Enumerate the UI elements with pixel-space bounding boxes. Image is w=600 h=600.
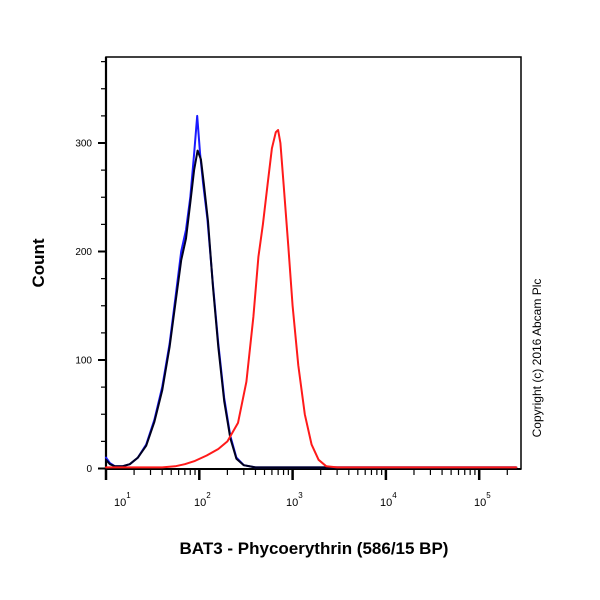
- series-bat3-red: [105, 129, 518, 469]
- y-tick-label: 200: [75, 247, 92, 258]
- series-isotype-blue: [105, 114, 518, 469]
- y-axis-title: Count: [29, 238, 48, 287]
- x-tick-label: 104: [380, 491, 397, 509]
- histogram-series: [105, 114, 518, 469]
- y-tick-label: 0: [86, 464, 92, 475]
- x-tick-label: 101: [114, 491, 131, 509]
- y-tick-label: 100: [75, 356, 92, 367]
- copyright-annotation: Copyright (c) 2016 Abcam Plc: [530, 279, 544, 438]
- x-tick-label: 105: [474, 491, 491, 509]
- x-tick-label: 102: [194, 491, 211, 509]
- x-tick-label: 103: [286, 491, 303, 509]
- plot-frame: [105, 56, 522, 470]
- x-axis-ticks: 101 102 103 104 105: [104, 469, 508, 509]
- y-axis-ticks: 0 100 200 300: [75, 61, 106, 475]
- x-axis-title: BAT3 - Phycoerythrin (586/15 BP): [180, 539, 449, 558]
- series-unlabeled-black: [105, 149, 518, 469]
- y-tick-label: 300: [75, 139, 92, 150]
